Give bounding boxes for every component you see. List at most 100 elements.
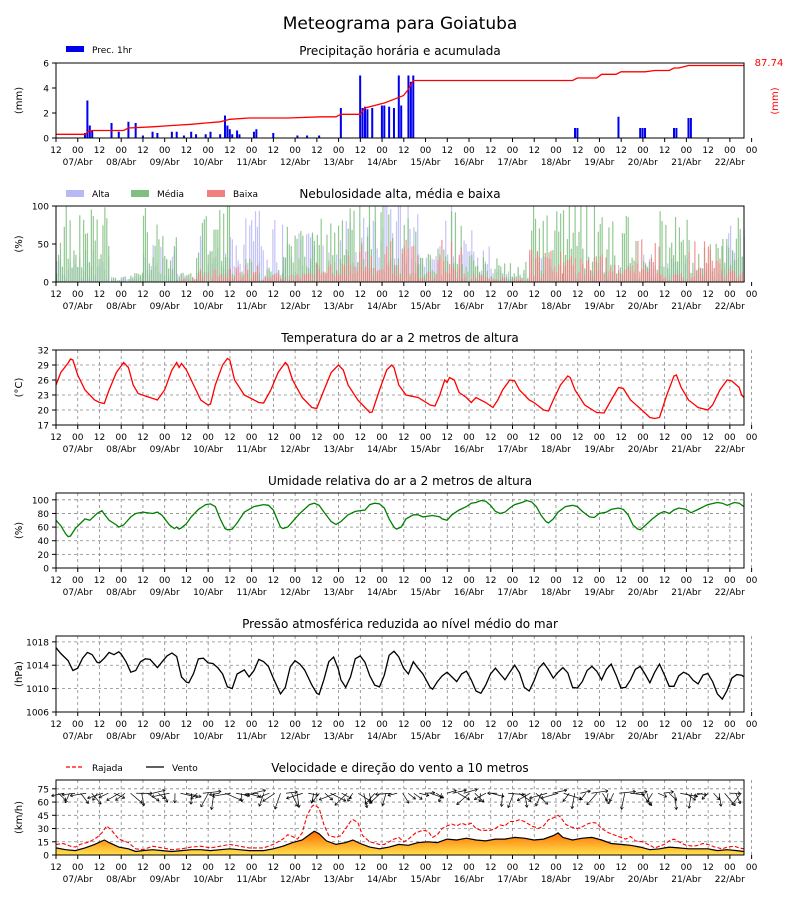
cloud-low-bar <box>458 254 460 282</box>
wind-arrow-head <box>364 804 369 809</box>
cloud-low-bar <box>669 280 671 282</box>
pressure-day-label: 11/Abr <box>237 732 267 742</box>
clouds-xtick-label: 12 <box>268 290 279 300</box>
wind-direction-arrow <box>562 793 570 802</box>
cloud-high-bar <box>376 248 378 282</box>
cloud-mid-bar <box>316 234 318 282</box>
cloud-low-bar <box>441 239 443 282</box>
precip-day-label: 16/Abr <box>454 158 484 168</box>
cloud-low-bar <box>355 267 357 282</box>
cloud-low-bar <box>616 278 618 282</box>
cloud-low-bar <box>696 271 698 282</box>
cloud-low-bar <box>278 274 280 282</box>
cloud-low-bar <box>570 256 572 282</box>
cloud-low-bar <box>584 275 586 282</box>
cloud-mid-bar <box>320 218 322 282</box>
cloud-mid-bar <box>205 216 207 282</box>
cloud-low-bar <box>374 267 376 282</box>
cloud-low-bar <box>313 274 316 282</box>
humidity-xtick-label: 00 <box>202 576 214 586</box>
cloud-low-bar <box>635 262 637 282</box>
cloud-mid-bar <box>281 273 284 282</box>
clouds-xtick-label: 00 <box>724 290 736 300</box>
precip-accum-total: 87.74 <box>755 58 784 69</box>
humidity-xtick-label: 00 <box>115 576 127 586</box>
cloud-low-bar <box>449 264 451 282</box>
cloud-mid-bar <box>144 208 147 282</box>
precip-bar <box>641 128 644 138</box>
wind-direction-arrow <box>236 792 250 797</box>
wind-direction-arrow <box>529 792 548 799</box>
cloud-high-bar <box>492 273 494 282</box>
cloud-mid-bar <box>599 224 601 282</box>
cloud-low-bar <box>386 246 388 282</box>
cloud-mid-bar <box>270 271 272 282</box>
wind-direction-arrow <box>524 793 528 808</box>
humidity-xtick-label: 12 <box>702 576 713 586</box>
wind-direction-arrow <box>507 793 515 808</box>
humidity-day-label: 10/Abr <box>193 588 223 598</box>
cloud-low-bar <box>266 276 268 282</box>
cloud-mid-bar <box>158 239 160 282</box>
temperature-day-label: 08/Abr <box>106 445 136 455</box>
cloud-mid-bar <box>215 229 217 282</box>
cloud-low-bar <box>552 271 554 282</box>
cloud-mid-bar <box>665 224 667 282</box>
wind-arrow-head <box>674 806 678 810</box>
wind-arrow-head <box>437 799 442 803</box>
precip-xtick-label: 12 <box>311 146 322 156</box>
wind-arrow-head <box>644 790 648 794</box>
cloud-low-bar <box>309 273 312 282</box>
wind-arrow-head <box>318 797 323 801</box>
pressure-xtick-label: 00 <box>550 720 562 730</box>
wind-direction-arrow <box>296 793 300 808</box>
cloud-mid-bar <box>427 253 429 282</box>
clouds-day-label: 17/Abr <box>497 302 527 312</box>
cloud-low-bar <box>292 279 294 282</box>
precip-xtick-label: 12 <box>572 146 583 156</box>
cloud-mid-bar <box>527 278 529 282</box>
precip-xtick-label: 12 <box>398 146 409 156</box>
precip-bar <box>141 135 144 138</box>
cloud-low-bar <box>217 276 219 282</box>
cloud-mid-bar <box>300 230 302 282</box>
pressure-title: Pressão atmosférica reduzida ao nível mé… <box>242 617 558 631</box>
humidity-xtick-label: 12 <box>137 576 148 586</box>
cloud-mid-bar <box>494 268 496 282</box>
cloud-mid-bar <box>741 256 743 282</box>
cloud-low-bar <box>324 272 326 282</box>
cloud-mid-bar <box>351 229 353 282</box>
wind-direction-arrow <box>286 792 303 799</box>
humidity-day-label: 15/Abr <box>410 588 440 598</box>
cloud-mid-bar <box>673 255 675 282</box>
temperature-xtick-label: 00 <box>746 433 758 443</box>
wind-direction-arrow <box>688 793 692 809</box>
wind-direction-arrow <box>579 793 587 801</box>
cloud-low-bar <box>665 276 667 282</box>
precip-xtick-label: 12 <box>181 146 192 156</box>
wind-xtick-label: 12 <box>181 863 192 873</box>
cloud-mid-bar <box>63 226 65 282</box>
cloud-mid-bar <box>286 226 288 282</box>
wind-arrow-head <box>737 791 741 796</box>
clouds-xtick-label: 00 <box>550 290 562 300</box>
cloud-mid-bar <box>86 233 89 282</box>
wind-ytick-label: 75 <box>38 785 49 795</box>
cloud-low-bar <box>728 268 730 282</box>
precip-xtick-label: 12 <box>529 146 540 156</box>
cloud-mid-bar <box>148 263 150 282</box>
pressure-day-label: 10/Abr <box>193 732 223 742</box>
humidity-day-label: 21/Abr <box>671 588 701 598</box>
cloud-low-bar <box>576 278 578 282</box>
cloud-mid-bar <box>671 242 673 282</box>
cloud-low-bar <box>574 258 576 282</box>
precip-xtick-label: 12 <box>94 146 105 156</box>
cloud-mid-bar <box>733 260 736 282</box>
wind-arrow-head <box>701 796 705 800</box>
cloud-high-bar <box>281 224 284 282</box>
legend-swatch-2 <box>207 190 225 197</box>
wind-arrow-head <box>212 794 216 798</box>
humidity-day-label: 14/Abr <box>367 588 397 598</box>
cloud-low-bar <box>614 264 616 282</box>
